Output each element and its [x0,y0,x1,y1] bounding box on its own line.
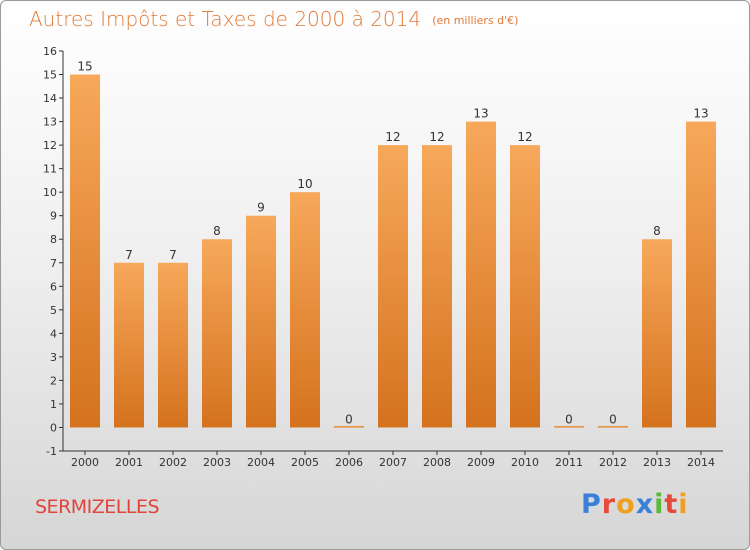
x-tick-label: 2008 [423,456,451,469]
proxiti-logo: Proxiti [581,489,689,520]
value-label: 13 [693,107,708,121]
value-label: 10 [297,177,312,191]
x-tick-label: 2006 [335,456,363,469]
x-tick-label: 2013 [643,456,671,469]
town-name: SERMIZELLES [35,496,160,518]
x-tick-label: 2014 [687,456,715,469]
value-label: 7 [125,248,133,262]
y-tick-label: 16 [43,45,57,58]
bar [290,192,320,428]
y-tick-label: 10 [43,186,57,199]
value-label: 12 [429,130,444,144]
x-tick-label: 2009 [467,456,495,469]
value-label: 8 [213,224,221,238]
y-tick-label: 12 [43,139,57,152]
logo-letter: x [635,489,655,520]
bar [246,215,276,428]
x-tick-label: 2002 [159,456,187,469]
y-tick-label: 0 [50,421,57,434]
y-tick-label: 13 [43,116,57,129]
value-label: 12 [385,130,400,144]
value-label: 0 [345,412,353,426]
logo-letter: o [616,489,636,520]
y-tick-label: 11 [43,163,57,176]
logo-letter: r [601,489,617,520]
y-tick-label: 15 [43,69,57,82]
value-label: 7 [169,248,177,262]
logo-letter: t [664,489,679,520]
x-tick-label: 2012 [599,456,627,469]
y-tick-label: 8 [50,233,57,246]
bar [202,239,232,428]
value-label: 15 [77,60,92,74]
y-tick-label: 9 [50,210,57,223]
value-label: 9 [257,201,265,215]
y-tick-label: 14 [43,92,57,105]
value-label: 0 [609,412,617,426]
value-label: 8 [653,224,661,238]
y-tick-label: 7 [50,257,57,270]
chart-title-main: Autres Impôts et Taxes de 2000 à 2014 [29,7,422,31]
x-tick-label: 2001 [115,456,143,469]
x-tick-label: 2010 [511,456,539,469]
y-tick-label: 4 [50,327,57,340]
y-tick-label: -1 [46,445,57,458]
logo-letter: i [654,489,665,520]
bar [598,425,628,428]
logo-letter: P [581,489,602,520]
bar [554,425,584,428]
bar [158,262,188,428]
y-tick-label: 2 [50,374,57,387]
chart-title: Autres Impôts et Taxes de 2000 à 2014 (e… [29,7,518,31]
x-tick-label: 2005 [291,456,319,469]
bar [70,74,100,428]
x-tick-label: 2003 [203,456,231,469]
value-label: 0 [565,412,573,426]
x-tick-label: 2007 [379,456,407,469]
x-tick-label: 2004 [247,456,275,469]
y-tick-label: 5 [50,304,57,317]
value-label: 12 [517,130,532,144]
y-tick-label: 6 [50,280,57,293]
bar [466,121,496,428]
bar [510,145,540,428]
x-tick-label: 2011 [555,456,583,469]
bar [686,121,716,428]
x-tick-label: 2000 [71,456,99,469]
y-tick-label: 1 [50,398,57,411]
value-label: 13 [473,107,488,121]
bar [378,145,408,428]
chart-unit-label: (en milliers d'€) [432,14,519,27]
bar [422,145,452,428]
bar [642,239,672,428]
bar [334,425,364,428]
y-tick-label: 3 [50,351,57,364]
bar [114,262,144,428]
logo-letter: i [678,489,689,520]
